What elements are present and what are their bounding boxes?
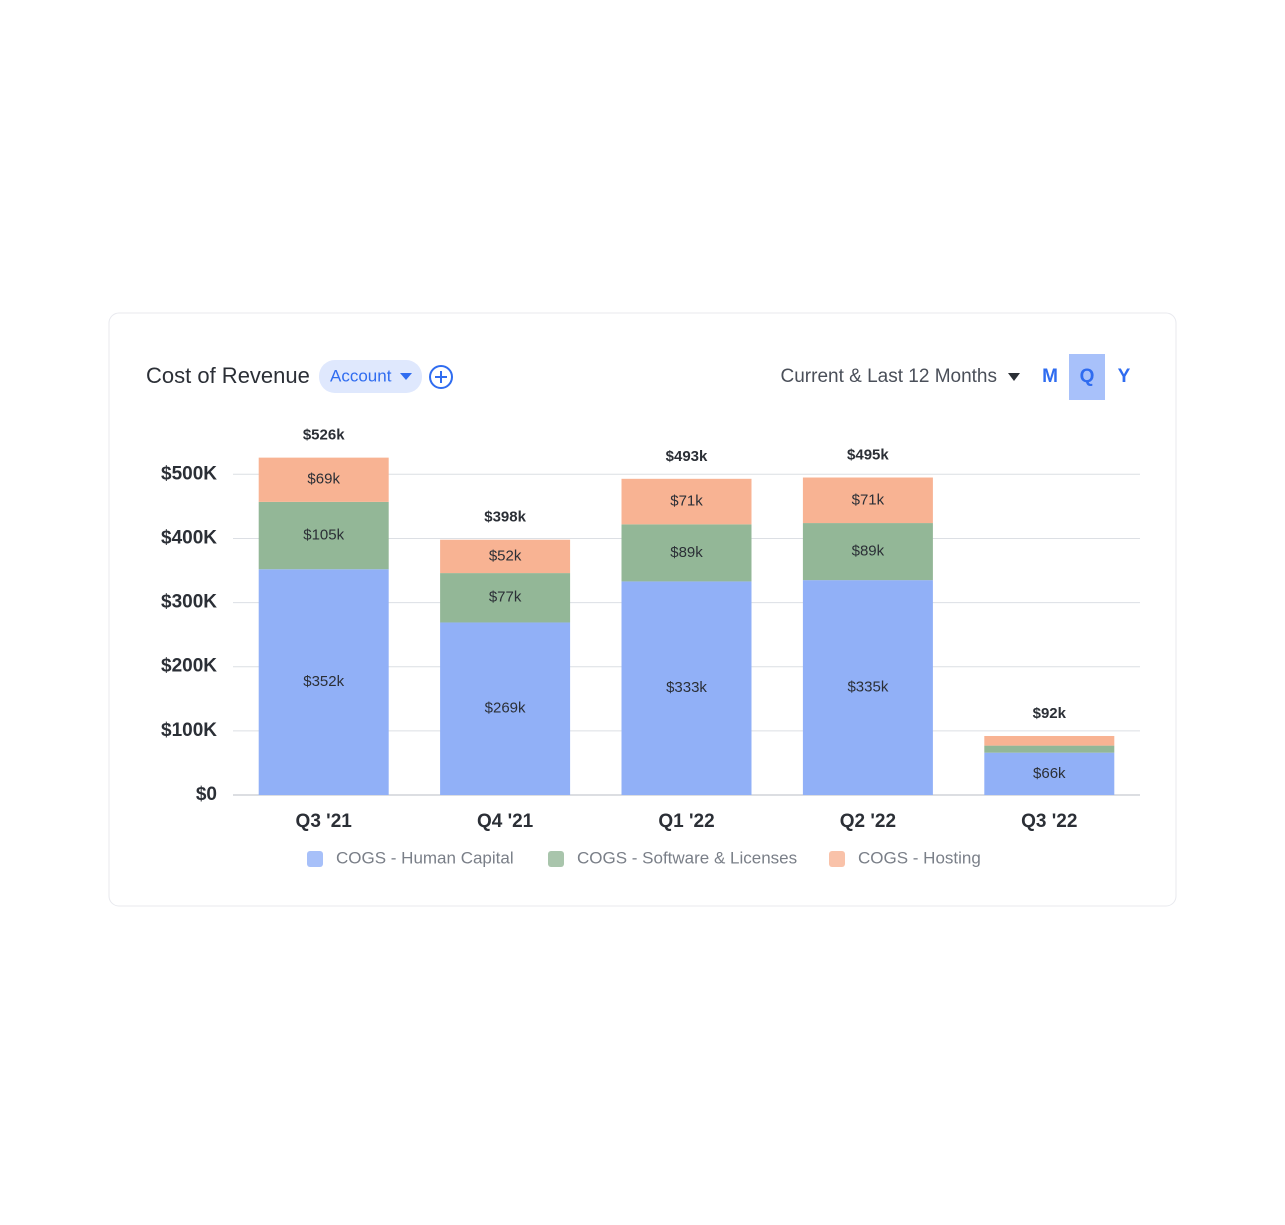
legend-swatch — [829, 851, 845, 867]
value-label: $335k — [847, 679, 888, 696]
bar-segment — [440, 573, 571, 623]
bar-segment — [258, 457, 389, 502]
legend-swatch — [307, 851, 323, 867]
value-label: $89k — [670, 544, 703, 561]
legend-label: COGS - Software & Licenses — [577, 848, 797, 867]
total-label: $398k — [484, 509, 526, 526]
bar-segment — [802, 523, 933, 581]
value-label: $89k — [852, 543, 885, 560]
total-label: $92k — [1033, 705, 1067, 722]
y-tick-label: $400K — [161, 527, 217, 548]
value-label: $52k — [489, 547, 522, 564]
total-label: $493k — [666, 448, 708, 465]
bar-segment — [984, 752, 1115, 795]
y-tick-label: $500K — [161, 463, 217, 484]
bar-segment — [621, 581, 752, 795]
total-label: $495k — [847, 446, 889, 463]
x-tick-label: Q4 '21 — [477, 811, 534, 832]
y-tick-label: $200K — [161, 656, 217, 677]
value-label: $77k — [489, 589, 522, 606]
period-select[interactable]: Current & Last 12 Months — [781, 366, 998, 387]
account-label[interactable]: Account — [330, 366, 392, 385]
bar-segment — [258, 501, 389, 570]
value-label: $105k — [303, 527, 344, 544]
add-button[interactable] — [429, 365, 453, 389]
value-label: $66k — [1033, 765, 1066, 782]
value-label: $333k — [666, 679, 707, 696]
granularity-selected[interactable] — [1069, 354, 1105, 400]
granularity-option[interactable]: Y — [1118, 366, 1131, 387]
x-tick-label: Q3 '21 — [296, 811, 353, 832]
x-tick-label: Q1 '22 — [658, 811, 714, 832]
granularity-option[interactable]: M — [1042, 366, 1058, 387]
y-tick-label: $0 — [196, 784, 217, 805]
x-tick-label: Q3 '22 — [1021, 811, 1077, 832]
bar-segment — [440, 539, 571, 574]
chip-caret — [400, 373, 412, 380]
value-label: $269k — [485, 700, 526, 717]
bar-segment — [440, 622, 571, 795]
bar-segment — [802, 477, 933, 524]
legend-label: COGS - Human Capital — [336, 848, 514, 867]
value-label: $352k — [303, 673, 344, 690]
x-tick-label: Q2 '22 — [840, 811, 896, 832]
bar-segment — [984, 735, 1115, 746]
y-tick-label: $100K — [161, 720, 217, 741]
value-label: $69k — [307, 471, 340, 488]
y-tick-label: $300K — [161, 592, 217, 613]
bar-segment — [258, 569, 389, 795]
legend-label: COGS - Hosting — [858, 848, 981, 867]
value-label: $71k — [852, 491, 885, 508]
value-label: $71k — [670, 493, 703, 510]
account-chip[interactable] — [319, 360, 422, 393]
bar-segment — [621, 478, 752, 525]
bar-segment — [621, 524, 752, 582]
granularity-option[interactable]: Q — [1080, 366, 1095, 387]
bar-segment — [984, 745, 1115, 753]
bar-segment — [802, 580, 933, 795]
chart-title: Cost of Revenue — [146, 363, 310, 388]
period-caret — [1008, 373, 1020, 381]
add-icon — [435, 371, 447, 383]
legend-swatch — [548, 851, 564, 867]
total-label: $526k — [303, 427, 345, 444]
